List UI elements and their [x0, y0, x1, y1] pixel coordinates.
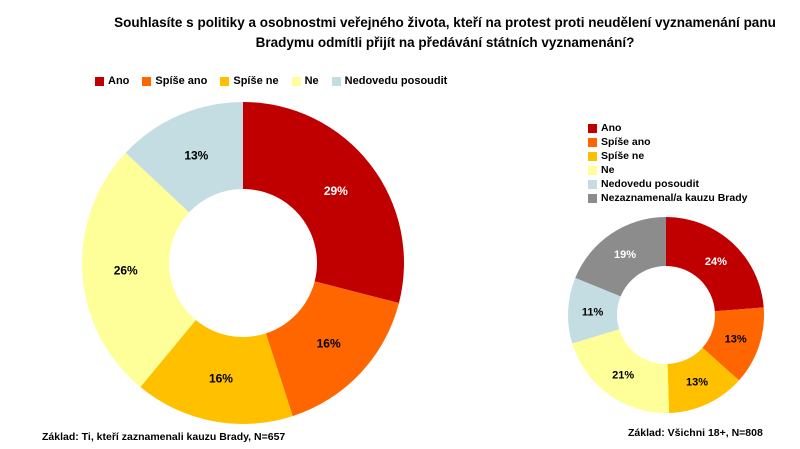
slice-label-spise-ne: 13%: [686, 376, 708, 388]
donut-slice-spise-ano: [265, 281, 399, 417]
donut-slice-ano: [243, 102, 404, 304]
donut-slice-nezaznamenal-a-kauzu-brady: [575, 217, 666, 297]
legend-swatch-ano: [588, 123, 597, 133]
legend-swatch-spise-ano: [142, 76, 152, 86]
legend-swatch-nedovedu-posoudit: [588, 179, 597, 189]
slice-label-spise-ano: 16%: [317, 337, 341, 351]
legend-swatch-ne: [291, 76, 301, 86]
legend-swatch-ano: [95, 76, 104, 86]
legend-item-ano: Ano: [95, 75, 129, 87]
donut-slice-spise-ne: [140, 320, 293, 424]
donut-slice-ano: [666, 217, 764, 312]
legend-item-nedovedu-posoudit: Nedovedu posoudit: [331, 75, 448, 87]
legend-swatch-ne: [588, 165, 597, 175]
legend-label-ano: Ano: [108, 75, 130, 87]
legend-swatch-spise-ano: [588, 137, 597, 147]
legend-swatch-spise-ne: [220, 76, 230, 86]
legend-item-ne: Ne: [588, 164, 747, 176]
slice-label-ano: 24%: [705, 256, 727, 268]
donut-slice-spise-ano: [702, 307, 764, 381]
legend-item-nezaznamenal-a-kauzu-brady: Nezaznamenal/a kauzu Brady: [588, 192, 747, 204]
legend-swatch-nedovedu-posoudit: [331, 76, 341, 86]
legend-label-spise-ano: Spíše ano: [155, 75, 208, 87]
base-note-main: Základ: Ti, kteří zaznamenali kauzu Brad…: [42, 431, 286, 443]
legend-swatch-spise-ne: [588, 151, 597, 161]
legend-item-nedovedu-posoudit: Nedovedu posoudit: [588, 178, 747, 190]
slice-label-spise-ne: 16%: [209, 372, 233, 386]
donut-slice-spise-ne: [667, 347, 739, 413]
donut-chart-secondary: 24% 13% 13% 21% 11% 19%: [566, 215, 766, 420]
donut-slice-nedovedu-posoudit: [568, 277, 621, 344]
donut-slice-nedovedu-posoudit: [125, 102, 243, 213]
slice-label-ano: 29%: [324, 184, 348, 198]
legend-secondary: Ano Spíše ano Spíše ne Ne Nedovedu posoudit N…: [588, 122, 747, 204]
legend-main: Ano Spíše ano Spíše ne Ne Nedovedu posoudit: [95, 75, 447, 87]
slice-label-nedovedu-posoudit: 11%: [582, 306, 604, 318]
legend-item-ano: Ano: [588, 122, 747, 134]
slice-label-nedovedu-posoudit: 13%: [184, 148, 208, 162]
donut-chart-main: 29% 16% 16% 26% 13%: [78, 98, 408, 433]
legend-label-spise-ne: Spíše ne: [601, 150, 645, 162]
donut-slice-ne: [81, 152, 196, 388]
slice-label-ne: 26%: [114, 264, 138, 278]
legend-label-spise-ano: Spíše ano: [601, 136, 651, 148]
legend-item-spise-ano: Spíše ano: [588, 136, 747, 148]
legend-label-spise-ne: Spíše ne: [233, 75, 279, 87]
donut-slice-ne: [572, 329, 670, 413]
donut-chart-main-svg: 29% 16% 16% 26% 13%: [81, 102, 404, 424]
slice-label-nezaznamenal-a-kauzu-brady: 19%: [614, 249, 636, 261]
legend-swatch-nezaznamenal-a-kauzu-brady: [588, 193, 597, 203]
legend-label-nezaznamenal-a-kauzu-brady: Nezaznamenal/a kauzu Brady: [601, 192, 748, 204]
legend-item-spise-ne: Spíše ne: [220, 75, 279, 87]
chart-title: Souhlasíte s politiky a osobnostmi veřej…: [114, 15, 776, 50]
base-note-secondary: Základ: Všichni 18+, N=808: [628, 427, 763, 439]
donut-chart-secondary-svg: 24% 13% 13% 21% 11% 19%: [568, 217, 764, 413]
legend-item-spise-ano: Spíše ano: [142, 75, 207, 87]
slice-label-spise-ano: 13%: [725, 333, 747, 345]
legend-label-nedovedu-posoudit: Nedovedu posoudit: [344, 75, 448, 87]
legend-item-spise-ne: Spíše ne: [588, 150, 747, 162]
legend-label-ne: Ne: [601, 164, 615, 176]
slice-label-ne: 21%: [612, 370, 634, 382]
legend-item-ne: Ne: [291, 75, 319, 87]
legend-label-ne: Ne: [304, 75, 319, 87]
legend-label-nedovedu-posoudit: Nedovedu posoudit: [601, 178, 699, 190]
legend-label-ano: Ano: [601, 122, 622, 134]
